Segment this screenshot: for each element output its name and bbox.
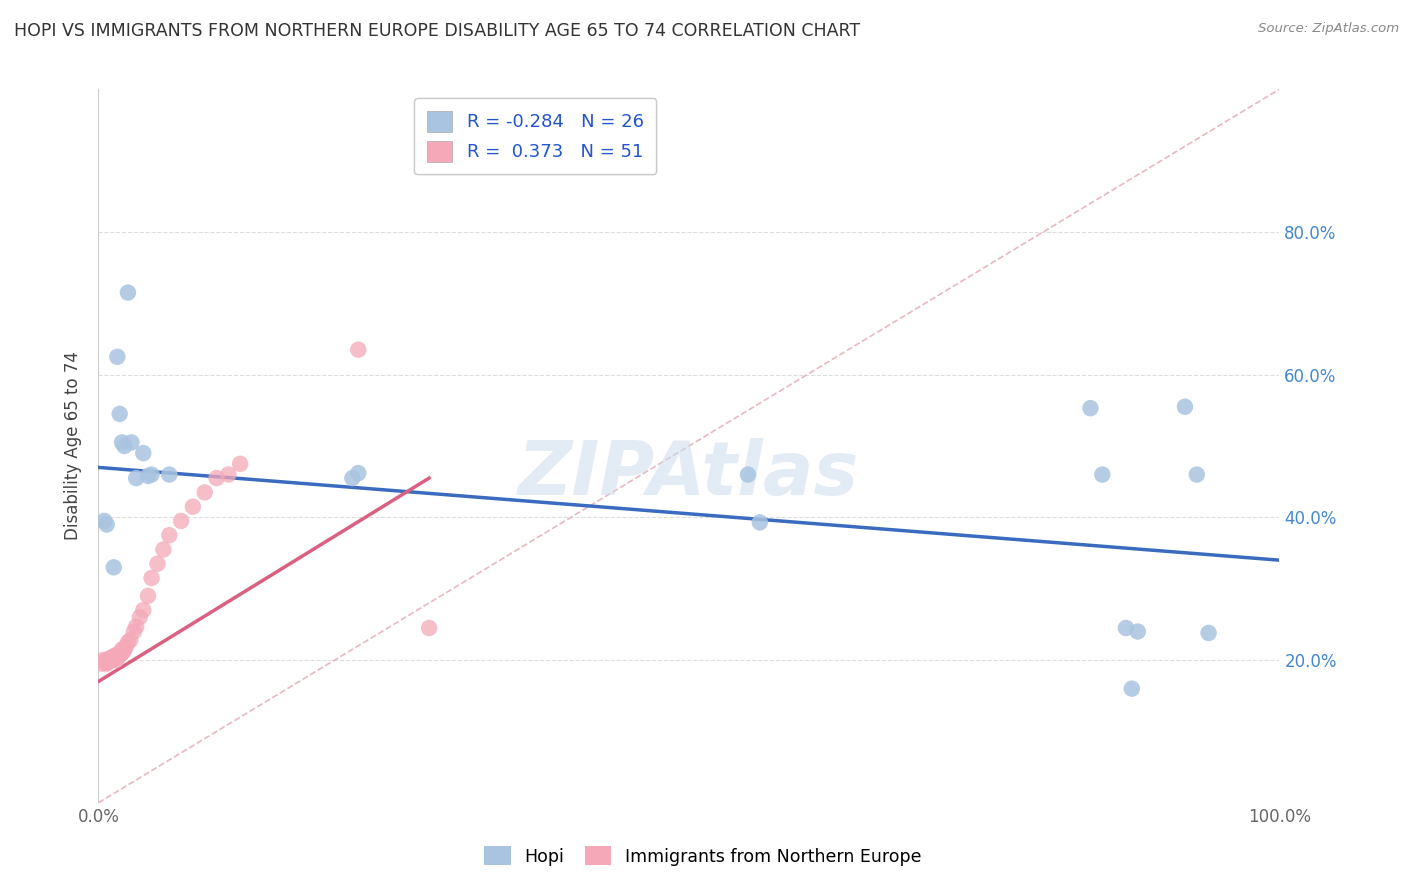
Point <box>125 471 148 485</box>
Point <box>114 640 136 655</box>
Point <box>152 542 174 557</box>
Point <box>105 653 128 667</box>
Point <box>104 651 127 665</box>
Point <box>117 635 139 649</box>
Point <box>100 651 122 665</box>
Point <box>101 653 124 667</box>
Point <box>1126 624 1149 639</box>
Point <box>97 653 120 667</box>
Point <box>94 655 117 669</box>
Point <box>141 571 163 585</box>
Point <box>111 642 134 657</box>
Point <box>105 650 128 665</box>
Point <box>125 619 148 633</box>
Point <box>1091 467 1114 482</box>
Point <box>101 651 124 665</box>
Point <box>93 514 115 528</box>
Point <box>105 648 128 662</box>
Point <box>1185 467 1208 482</box>
Point <box>93 655 115 669</box>
Point <box>111 646 134 660</box>
Point <box>105 350 128 364</box>
Point <box>103 560 125 574</box>
Point <box>141 467 163 482</box>
Point <box>96 517 118 532</box>
Point <box>91 653 114 667</box>
Point <box>103 649 125 664</box>
Point <box>157 467 180 482</box>
Y-axis label: Disability Age 65 to 74: Disability Age 65 to 74 <box>65 351 83 541</box>
Point <box>1080 401 1102 416</box>
Point <box>229 457 252 471</box>
Point <box>194 485 217 500</box>
Point <box>105 649 128 664</box>
Point <box>146 557 169 571</box>
Point <box>96 653 118 667</box>
Point <box>112 439 135 453</box>
Point <box>136 469 159 483</box>
Point <box>347 343 370 357</box>
Text: ZIPAtlas: ZIPAtlas <box>519 438 859 511</box>
Point <box>217 467 239 482</box>
Point <box>103 651 125 665</box>
Point <box>132 603 155 617</box>
Point <box>112 644 135 658</box>
Point <box>120 633 142 648</box>
Point <box>136 589 159 603</box>
Point <box>418 621 440 635</box>
Point <box>205 471 228 485</box>
Point <box>110 646 132 660</box>
Point <box>181 500 204 514</box>
Point <box>108 648 131 662</box>
Point <box>117 285 139 300</box>
Point <box>1174 400 1197 414</box>
Legend: R = -0.284   N = 26, R =  0.373   N = 51: R = -0.284 N = 26, R = 0.373 N = 51 <box>415 98 657 174</box>
Point <box>112 642 135 657</box>
Point <box>104 648 127 663</box>
Point <box>121 435 143 450</box>
Point <box>100 653 122 667</box>
Point <box>108 407 131 421</box>
Point <box>98 651 121 665</box>
Point <box>98 655 121 669</box>
Point <box>347 466 370 480</box>
Point <box>157 528 180 542</box>
Point <box>98 651 121 665</box>
Point <box>107 649 129 664</box>
Point <box>96 657 118 671</box>
Text: Source: ZipAtlas.com: Source: ZipAtlas.com <box>1258 22 1399 36</box>
Point <box>122 624 145 639</box>
Legend: Hopi, Immigrants from Northern Europe: Hopi, Immigrants from Northern Europe <box>475 838 931 874</box>
Point <box>1121 681 1143 696</box>
Point <box>132 446 155 460</box>
Point <box>98 653 121 667</box>
Point <box>1198 626 1220 640</box>
Point <box>91 657 114 671</box>
Point <box>128 610 150 624</box>
Point <box>1115 621 1137 635</box>
Point <box>170 514 193 528</box>
Point <box>97 655 120 669</box>
Point <box>342 471 364 485</box>
Point <box>737 467 759 482</box>
Point <box>748 516 770 530</box>
Text: HOPI VS IMMIGRANTS FROM NORTHERN EUROPE DISABILITY AGE 65 TO 74 CORRELATION CHAR: HOPI VS IMMIGRANTS FROM NORTHERN EUROPE … <box>14 22 860 40</box>
Point <box>111 435 134 450</box>
